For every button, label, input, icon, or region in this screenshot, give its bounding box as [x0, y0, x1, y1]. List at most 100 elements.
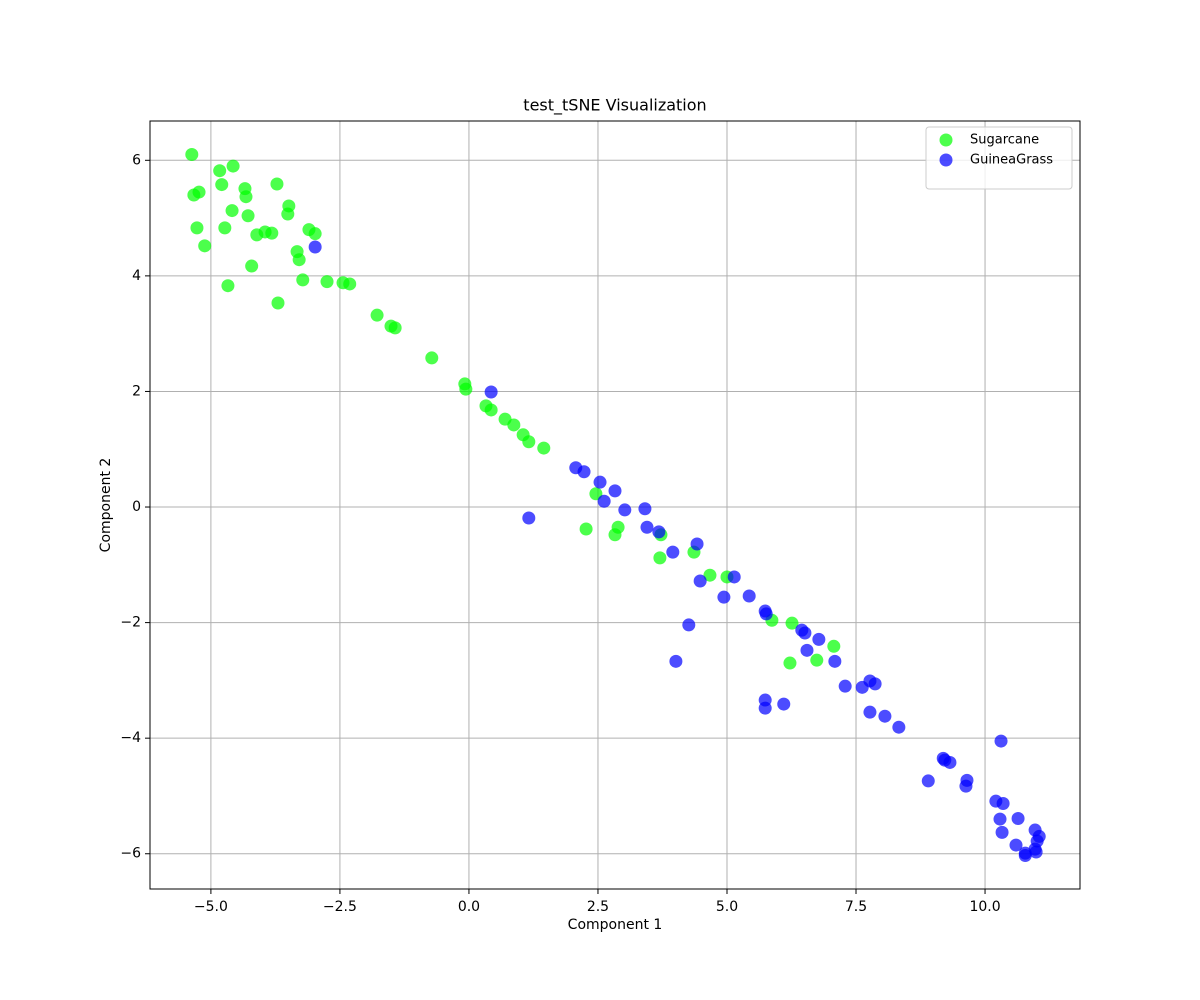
point — [388, 321, 402, 335]
point — [522, 435, 536, 449]
y-tick-label: −6 — [120, 846, 141, 862]
grid-layer — [150, 121, 1080, 889]
point — [265, 226, 279, 240]
point — [666, 545, 680, 559]
point — [892, 720, 906, 734]
point — [522, 511, 536, 525]
point — [226, 159, 240, 173]
point — [742, 589, 756, 603]
point — [812, 632, 826, 646]
point — [640, 520, 654, 534]
y-tick-label: 0 — [132, 499, 141, 515]
legend-label: GuineaGrass — [970, 153, 1053, 168]
x-tick-label: 7.5 — [845, 899, 867, 915]
point — [638, 502, 652, 516]
point — [878, 709, 892, 723]
y-tick-label: −2 — [120, 615, 141, 631]
point — [281, 207, 295, 221]
point — [579, 522, 593, 536]
point — [693, 574, 707, 588]
x-tick-label: 5.0 — [716, 899, 738, 915]
point — [993, 812, 1007, 826]
y-tick-label: 4 — [132, 268, 141, 284]
y-tick-label: 2 — [132, 383, 141, 399]
legend: Sugarcane GuineaGrass — [925, 126, 1073, 190]
point — [190, 221, 204, 235]
point — [218, 221, 232, 235]
y-tick-label: 6 — [132, 152, 141, 168]
point — [994, 734, 1008, 748]
point — [652, 525, 666, 539]
point — [996, 796, 1010, 810]
point — [484, 385, 498, 399]
point — [239, 190, 253, 204]
point — [960, 773, 974, 787]
point — [507, 418, 521, 432]
point — [1009, 838, 1023, 852]
x-tick-label: −2.5 — [323, 899, 357, 915]
point — [653, 551, 667, 565]
point — [838, 679, 852, 693]
point — [611, 520, 625, 534]
point — [537, 441, 551, 455]
point — [690, 537, 704, 551]
point — [292, 253, 306, 267]
legend-marker — [939, 133, 953, 147]
point — [270, 177, 284, 191]
point — [245, 259, 259, 273]
point — [759, 607, 773, 621]
point — [727, 570, 741, 584]
point — [703, 568, 717, 582]
point — [484, 403, 498, 417]
point — [577, 465, 591, 479]
point — [921, 774, 935, 788]
point — [1018, 848, 1032, 862]
point — [185, 148, 199, 162]
point — [459, 382, 473, 396]
point — [221, 279, 235, 293]
point — [863, 705, 877, 719]
point — [308, 227, 322, 241]
x-tick-label: 2.5 — [587, 899, 609, 915]
point — [669, 654, 683, 668]
point — [593, 475, 607, 489]
legend-marker — [939, 153, 953, 167]
point — [425, 351, 439, 365]
point — [597, 494, 611, 508]
point — [798, 626, 812, 640]
x-axis-label: Component 1 — [568, 917, 663, 933]
point — [1028, 842, 1042, 856]
chart-title: test_tSNE Visualization — [523, 96, 706, 116]
point — [343, 277, 357, 291]
point — [868, 677, 882, 691]
points-layer — [185, 148, 1046, 862]
point — [271, 296, 285, 310]
point — [608, 484, 622, 498]
legend-box — [925, 126, 1073, 190]
point — [783, 656, 797, 670]
point — [943, 755, 957, 769]
point — [192, 185, 206, 199]
point — [810, 653, 824, 667]
plot-frame — [149, 120, 1081, 890]
point — [241, 209, 255, 223]
point — [785, 616, 799, 630]
legend-label: Sugarcane — [970, 133, 1039, 148]
point — [758, 701, 772, 715]
point — [213, 164, 227, 178]
point — [827, 639, 841, 653]
point — [777, 697, 791, 711]
x-tick-label: 10.0 — [969, 899, 1000, 915]
point — [828, 654, 842, 668]
y-axis-label: Component 2 — [98, 458, 114, 553]
y-tick-label: −4 — [120, 730, 141, 746]
point — [682, 618, 696, 632]
point — [198, 239, 212, 253]
point — [225, 204, 239, 218]
point — [800, 643, 814, 657]
point — [296, 273, 310, 287]
point — [308, 240, 322, 254]
point — [370, 308, 384, 322]
x-tick-label: −5.0 — [194, 899, 228, 915]
